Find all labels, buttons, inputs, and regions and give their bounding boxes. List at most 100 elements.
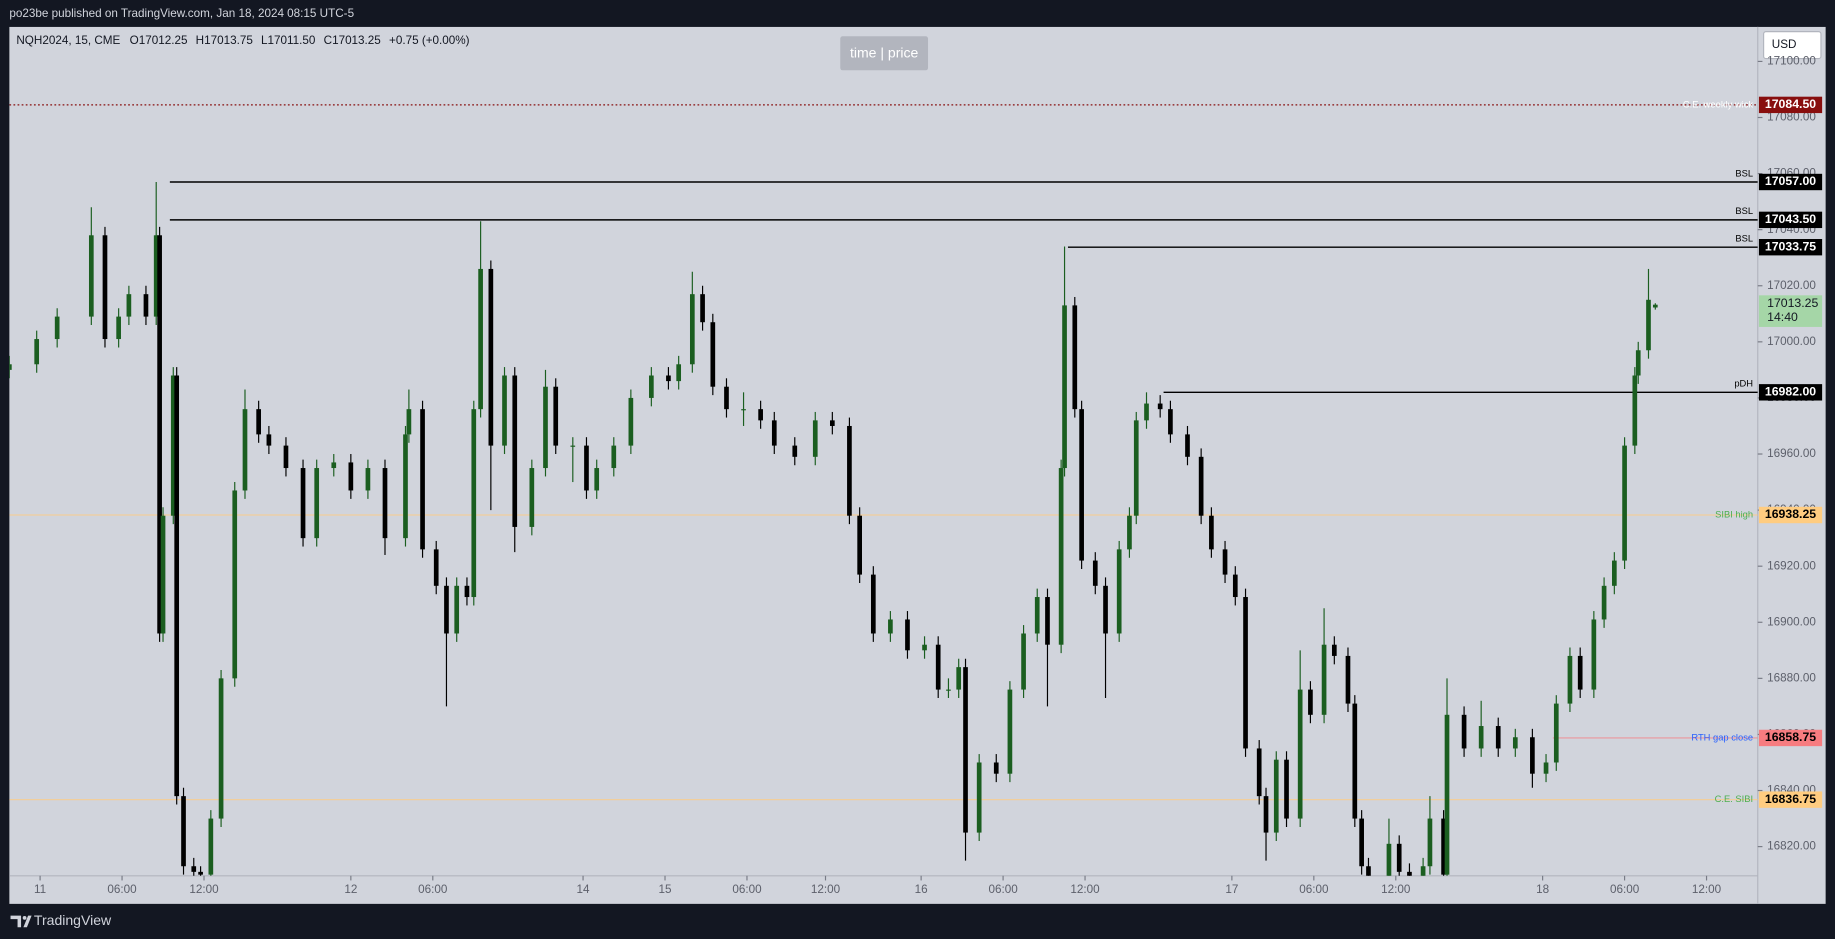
level-tag-label: 17084.50 — [1765, 97, 1816, 111]
x-tick-label: 06:00 — [988, 883, 1018, 896]
candle-body — [676, 364, 682, 382]
candle-body — [365, 468, 371, 491]
candle-body — [1359, 818, 1364, 867]
candle-body — [1386, 843, 1392, 876]
candle-body — [1273, 759, 1279, 833]
level-tag — [1758, 729, 1823, 747]
level-name: pDH — [1734, 379, 1753, 389]
level-tag — [1758, 506, 1823, 524]
candle-body — [1331, 644, 1337, 656]
ohlc-value: +0.75 (+0.00%) — [389, 34, 470, 47]
candle-body — [1021, 633, 1026, 690]
chart-background — [9, 26, 1826, 904]
candle-body — [471, 409, 477, 598]
candle-body — [993, 762, 999, 774]
candle-body — [1495, 726, 1501, 749]
candle-body — [1284, 759, 1289, 819]
candle-body — [529, 468, 535, 527]
candle-body — [283, 445, 289, 469]
countdown-label: 14:40 — [1767, 310, 1798, 324]
level-tag-label: 17043.50 — [1765, 212, 1816, 226]
ohlc-value: H17013.75 — [196, 34, 254, 47]
candle-body — [1444, 714, 1450, 875]
candle-body — [116, 316, 121, 340]
x-tick-label: 12 — [344, 883, 357, 896]
candle-body — [454, 585, 460, 634]
candle-body — [502, 375, 507, 446]
candle-body — [1441, 818, 1446, 875]
candle-body — [543, 386, 548, 469]
candle-body — [689, 294, 695, 365]
y-tick-label: 17020.00 — [1767, 279, 1816, 292]
last-price-label: 17013.25 — [1767, 296, 1818, 310]
candle-body — [1553, 703, 1559, 763]
candle-body — [1632, 375, 1638, 446]
candle-body — [611, 445, 617, 469]
candle-body — [331, 462, 337, 469]
candle-body — [512, 375, 518, 527]
time-price-label[interactable]: time | price — [850, 45, 919, 61]
level-tag — [1758, 384, 1823, 401]
level-name: BSL — [1735, 233, 1753, 243]
x-tick-label: 17 — [1225, 883, 1238, 896]
candle-body — [1263, 796, 1269, 833]
x-tick-label: 12:00 — [189, 883, 219, 896]
footer-brand: TradingView — [34, 912, 112, 928]
candle-body — [741, 409, 746, 411]
candle-body — [1407, 871, 1412, 876]
candle-body — [382, 468, 388, 539]
candle-body — [157, 235, 162, 634]
candle-body — [1116, 549, 1122, 634]
candle-body — [888, 619, 893, 634]
level-name: BSL — [1735, 168, 1753, 178]
published-text: po23be published on TradingView.com, Jan… — [9, 7, 354, 20]
candle-body — [218, 678, 224, 819]
x-tick-label: 12:00 — [1692, 883, 1722, 896]
candle-body — [1222, 549, 1228, 575]
candle-body — [433, 549, 439, 586]
x-tick-label: 16 — [915, 883, 928, 896]
time-price-button[interactable] — [840, 36, 929, 71]
x-tick-label: 11 — [34, 883, 46, 896]
candle-body — [444, 585, 449, 634]
candle-body — [963, 667, 968, 833]
candle-body — [256, 409, 261, 435]
candle-body — [266, 434, 272, 446]
candle-body — [160, 515, 166, 634]
level-name: C.E. weekly wick — [1683, 99, 1754, 109]
currency-button[interactable] — [1763, 31, 1822, 60]
candle-body — [1601, 585, 1607, 620]
candle-body — [1243, 597, 1248, 749]
candle-body — [34, 339, 40, 365]
ohlc-value: C17013.25 — [324, 34, 382, 47]
x-tick-label: 06:00 — [1610, 883, 1640, 896]
candle-body — [174, 375, 180, 797]
candle-body — [1127, 515, 1132, 550]
candle-body — [553, 386, 559, 446]
level-tag-label: 17057.00 — [1765, 174, 1816, 188]
candle-body — [1062, 305, 1067, 469]
level-name: RTH gap close — [1691, 732, 1753, 742]
y-tick-label: 17080.00 — [1767, 111, 1816, 124]
candle-body — [88, 235, 94, 317]
candle-body — [649, 375, 654, 398]
candle-body — [758, 409, 763, 421]
candle-body — [1168, 409, 1173, 435]
candle-body — [1308, 689, 1313, 715]
ohlc-value: O17012.25 — [130, 34, 188, 47]
candle-body — [242, 409, 248, 491]
level-tag — [1758, 791, 1823, 808]
candle-body — [1427, 818, 1433, 867]
y-tick-label: 16900.00 — [1767, 615, 1816, 628]
currency-label[interactable]: USD — [1772, 38, 1797, 51]
candle-body — [143, 294, 149, 317]
x-tick-label: 18 — [1536, 883, 1549, 896]
candle-body — [594, 468, 600, 491]
candle-body — [1321, 644, 1327, 715]
candle-body — [1512, 737, 1518, 749]
candle-body — [208, 818, 214, 875]
x-tick-label: 12:00 — [1381, 883, 1411, 896]
symbol-info: NQH2024, 15, CME — [16, 34, 120, 47]
candle-body — [1622, 445, 1627, 561]
candle-body — [300, 468, 306, 539]
